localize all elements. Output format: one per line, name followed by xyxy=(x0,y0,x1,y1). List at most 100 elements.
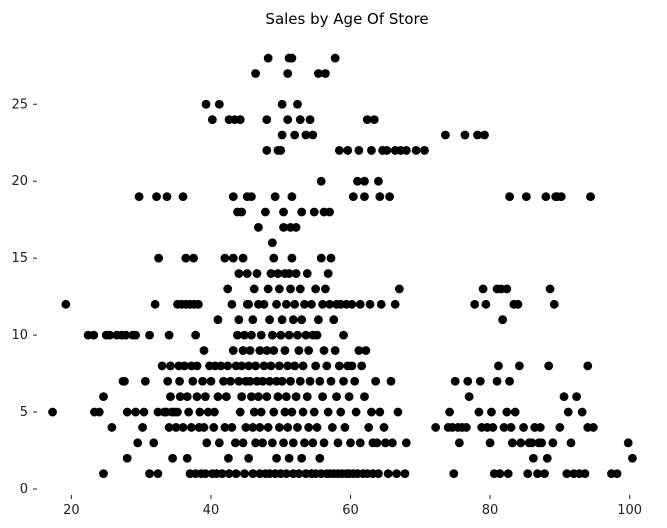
scatter-point xyxy=(99,392,108,402)
scatter-point xyxy=(234,269,244,278)
scatter-point xyxy=(254,392,263,402)
scatter-point xyxy=(267,330,277,340)
scatter-point xyxy=(213,392,223,402)
scatter-point xyxy=(312,423,322,432)
scatter-point xyxy=(166,361,175,371)
scatter-point xyxy=(302,392,312,402)
scatter-point xyxy=(390,299,400,309)
scatter-point xyxy=(61,299,71,309)
scatter-point xyxy=(189,253,198,263)
scatter-point xyxy=(470,299,480,309)
scatter-point xyxy=(322,361,332,371)
scatter-point xyxy=(192,392,202,402)
x-tick-label: 100 xyxy=(617,503,642,518)
scatter-point xyxy=(461,423,471,432)
scatter-point xyxy=(360,392,369,402)
scatter-point xyxy=(369,115,379,125)
scatter-point xyxy=(309,407,319,417)
scatter-point xyxy=(381,438,390,448)
scatter-point xyxy=(267,238,277,248)
scatter-point xyxy=(375,407,385,417)
scatter-point xyxy=(263,423,273,432)
scatter-point xyxy=(287,407,297,417)
scatter-point xyxy=(219,376,228,386)
scatter-point xyxy=(193,299,203,309)
scatter-point xyxy=(284,269,294,278)
scatter-point xyxy=(266,269,276,278)
scatter-point xyxy=(623,438,633,448)
scatter-point xyxy=(263,53,273,63)
scatter-point xyxy=(283,115,293,125)
scatter-point xyxy=(270,192,280,201)
scatter-point xyxy=(272,453,281,463)
scatter-point xyxy=(228,253,238,263)
axes: 20 40 60 80 100 0 5 10 15 20 25 xyxy=(11,97,642,518)
scatter-point xyxy=(157,361,167,371)
scatter-point xyxy=(181,253,191,263)
scatter-point xyxy=(360,176,369,186)
scatter-point xyxy=(314,315,323,325)
scatter-point xyxy=(281,392,291,402)
scatter-point xyxy=(307,299,316,309)
scatter-point xyxy=(367,407,376,417)
scatter-point xyxy=(449,469,459,479)
scatter-point xyxy=(297,207,307,217)
scatter-point xyxy=(277,99,287,109)
scatter-point xyxy=(263,284,273,294)
scatter-point xyxy=(311,284,321,294)
scatter-point xyxy=(234,376,244,386)
y-tick-label: 10 xyxy=(11,328,28,343)
scatter-point xyxy=(502,284,512,294)
scatter-point xyxy=(580,469,590,479)
scatter-point xyxy=(325,207,334,217)
scatter-point xyxy=(514,361,524,371)
scatter-point xyxy=(374,469,383,479)
scatter-point xyxy=(445,407,454,417)
scatter-point xyxy=(566,438,576,448)
scatter-point xyxy=(386,376,396,386)
scatter-point xyxy=(294,346,304,355)
scatter-point xyxy=(182,392,192,402)
scatter-point xyxy=(273,392,283,402)
scatter-point xyxy=(220,253,230,263)
scatter-point xyxy=(320,69,330,78)
scatter-point xyxy=(463,376,473,386)
scatter-point xyxy=(162,192,172,201)
scatter-point xyxy=(226,376,235,386)
scatter-point xyxy=(120,376,129,386)
scatter-point xyxy=(544,361,554,371)
scatter-point xyxy=(277,130,287,140)
scatter-point xyxy=(507,438,517,448)
scatter-point xyxy=(134,192,144,201)
scatter-point xyxy=(228,192,238,201)
scatter-point xyxy=(279,222,288,232)
scatter-point xyxy=(314,69,323,78)
scatter-point xyxy=(288,315,298,325)
scatter-point xyxy=(255,346,265,355)
scatter-point xyxy=(495,469,505,479)
scatter-point xyxy=(431,423,441,432)
scatter-point xyxy=(251,438,261,448)
scatter-point xyxy=(237,207,247,217)
scatter-point xyxy=(304,423,314,432)
scatter-point xyxy=(154,253,164,263)
scatter-point xyxy=(192,361,202,371)
scatter-point xyxy=(265,376,274,386)
scatter-point xyxy=(494,361,503,371)
scatter-point xyxy=(288,438,298,448)
scatter-point xyxy=(277,376,287,386)
scatter-point xyxy=(339,330,348,340)
scatter-point xyxy=(280,346,290,355)
scatter-point xyxy=(286,376,295,386)
scatter-point xyxy=(401,146,411,155)
scatter-point xyxy=(516,438,526,448)
scatter-point xyxy=(153,469,163,479)
scatter-point xyxy=(360,192,369,201)
scatter-point xyxy=(572,392,581,402)
scatter-point xyxy=(247,392,256,402)
scatter-point xyxy=(249,284,259,294)
scatter-point xyxy=(297,315,307,325)
scatter-point xyxy=(540,469,549,479)
scatter-point xyxy=(400,469,410,479)
